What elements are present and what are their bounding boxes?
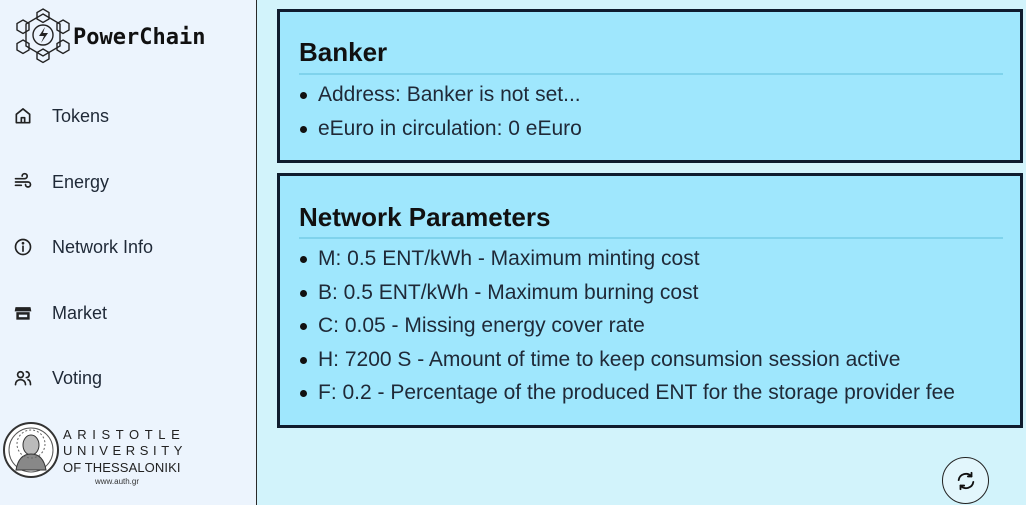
powerchain-logo-icon [16, 8, 70, 64]
sidebar-item-label: Market [52, 302, 108, 323]
refresh-icon [957, 471, 974, 490]
banker-card: Banker Address: Banker is not set... eEu… [277, 9, 1023, 163]
university-logo: ARISTOTLE UNIVERSITY OF THESSALONIKI www… [2, 420, 202, 490]
list-item: eEuro in circulation: 0 eEuro [299, 112, 582, 146]
sidebar-item-network-info[interactable]: Network Info [13, 232, 153, 262]
university-name-line2: UNIVERSITY [63, 443, 188, 458]
list-item: B: 0.5 ENT/kWh - Maximum burning cost [299, 276, 955, 310]
list-item: Address: Banker is not set... [299, 78, 582, 112]
sidebar-item-tokens[interactable]: Tokens [13, 101, 109, 131]
list-item: C: 0.05 - Missing energy cover rate [299, 309, 955, 343]
app-name: PowerChain [73, 24, 206, 50]
banker-divider [299, 73, 1003, 75]
sidebar-item-market[interactable]: Market [13, 298, 107, 328]
info-icon [14, 238, 32, 256]
sidebar-item-voting[interactable]: Voting [13, 363, 102, 393]
wind-icon [14, 172, 32, 188]
sidebar-item-label: Voting [52, 367, 103, 388]
banker-list: Address: Banker is not set... eEuro in c… [299, 78, 582, 145]
sidebar: PowerChain Tokens Energy Network Info Ma… [0, 0, 257, 505]
university-name-line1: ARISTOTLE [63, 427, 186, 442]
sidebar-item-label: Network Info [52, 236, 154, 257]
list-item: H: 7200 S - Amount of time to keep consu… [299, 343, 955, 377]
sidebar-item-energy[interactable]: Energy [13, 167, 109, 197]
network-parameters-card: Network Parameters M: 0.5 ENT/kWh - Maxi… [277, 173, 1023, 428]
home-icon [15, 108, 31, 124]
network-parameters-title: Network Parameters [299, 202, 551, 232]
sidebar-item-label: Energy [52, 171, 110, 192]
university-seal-icon [3, 422, 59, 478]
list-item: M: 0.5 ENT/kWh - Maximum minting cost [299, 242, 955, 276]
university-url: www.auth.gr [95, 477, 140, 486]
users-icon [14, 370, 32, 386]
sidebar-item-label: Tokens [52, 105, 110, 126]
refresh-button[interactable] [942, 457, 989, 504]
network-parameters-divider [299, 237, 1003, 239]
list-item: F: 0.2 - Percentage of the produced ENT … [299, 376, 955, 410]
store-icon [14, 307, 32, 320]
brand[interactable]: PowerChain [15, 8, 205, 66]
banker-title: Banker [299, 37, 388, 67]
network-parameters-list: M: 0.5 ENT/kWh - Maximum minting cost B:… [299, 242, 955, 410]
university-name-line3: OF THESSALONIKI [63, 460, 181, 475]
